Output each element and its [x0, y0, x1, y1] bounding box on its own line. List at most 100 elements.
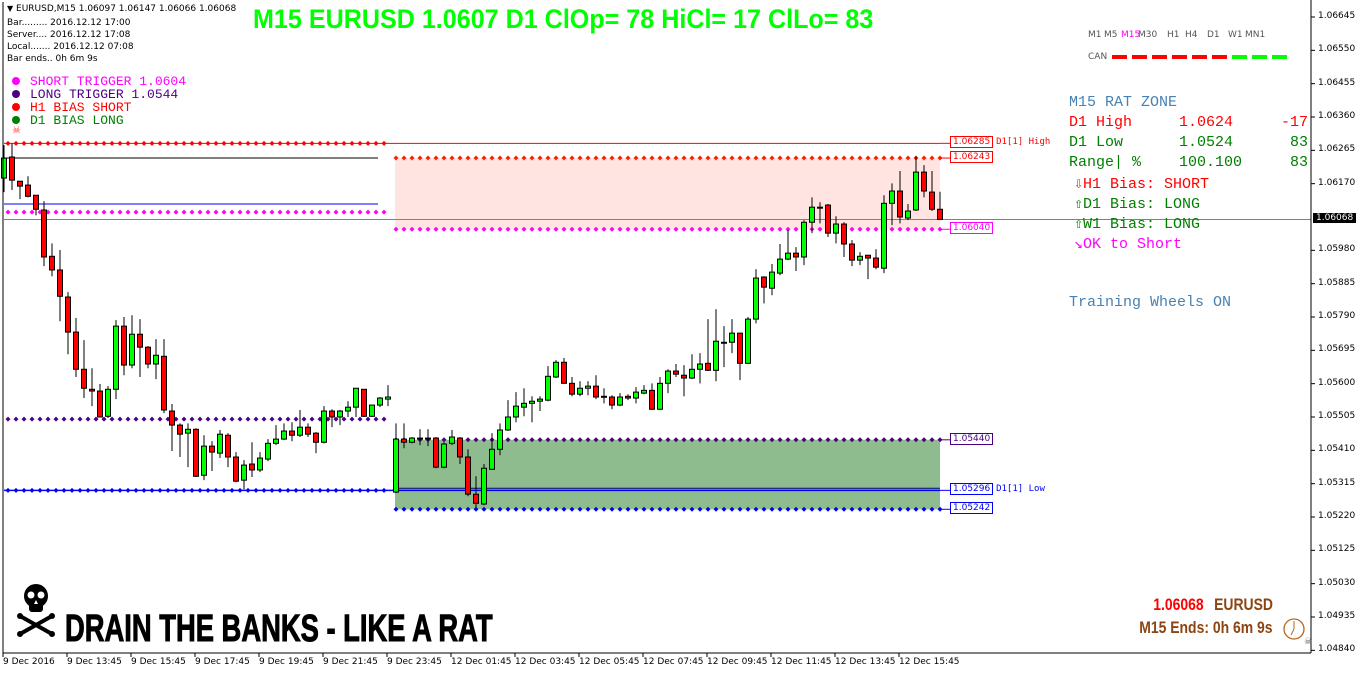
candle: [865, 254, 871, 280]
timeframe-m1[interactable]: M1: [1088, 30, 1102, 40]
candle: [873, 249, 879, 270]
candle-body-down: [9, 156, 15, 181]
candle-body-up: [785, 252, 791, 260]
collapse-triangle-icon[interactable]: ▼: [7, 4, 14, 13]
candle-body-down: [57, 269, 63, 297]
candle: [937, 191, 943, 221]
candle-body-down: [929, 191, 935, 210]
candle: [625, 394, 631, 401]
candle: [457, 437, 463, 465]
timeframe-d1[interactable]: D1: [1207, 30, 1220, 40]
candle: [561, 358, 567, 385]
y-axis-label: 1.06550: [1318, 44, 1356, 55]
candle: [537, 396, 543, 412]
y-axis-label: 1.05790: [1318, 311, 1356, 321]
candle-body-down: [873, 257, 879, 268]
candle: [545, 366, 551, 402]
candle-body-down: [793, 252, 799, 258]
candle-body-up: [857, 255, 863, 261]
can-segment: [1252, 55, 1267, 59]
candle-body-down: [33, 194, 39, 210]
candle-body-down: [145, 346, 151, 365]
candle-body-up: [697, 363, 703, 370]
candle-body-down: [625, 395, 631, 399]
candle: [929, 171, 935, 212]
legend-dot-icon: [12, 116, 20, 124]
candle: [617, 393, 623, 407]
candle-body-down: [225, 434, 231, 458]
panel-row-number: -17: [1280, 114, 1308, 131]
candle: [345, 401, 351, 418]
y-axis-label: 1.05410: [1318, 444, 1356, 455]
candle-body-up: [385, 396, 391, 400]
candle-body-down: [937, 208, 943, 220]
timeframe-m30[interactable]: M30: [1138, 30, 1158, 40]
candle-body-up: [537, 398, 543, 402]
timeframe-mn1[interactable]: MN1: [1245, 30, 1266, 40]
candle: [801, 220, 807, 266]
candle-body-down: [841, 223, 847, 245]
can-bias-bar: [1112, 55, 1287, 59]
can-segment: [1152, 55, 1167, 59]
panel-row-number: 83: [1289, 134, 1308, 151]
candle: [153, 339, 159, 380]
candle-body-up: [513, 405, 519, 418]
y-axis-label: 1.05220: [1318, 511, 1356, 521]
candle: [49, 243, 55, 277]
candle: [721, 326, 727, 368]
y-axis-label: 1.05980: [1318, 244, 1356, 255]
candle: [697, 353, 703, 384]
candle-body-down: [457, 437, 463, 458]
arrow-down-icon: ⇩: [1074, 176, 1084, 193]
timeframe-w1[interactable]: W1: [1228, 30, 1243, 40]
candle-body-down: [233, 456, 239, 482]
candle: [849, 240, 855, 267]
candle-body-up: [913, 171, 919, 211]
candle: [385, 385, 391, 407]
footer-symbol: EURUSD: [1214, 595, 1273, 614]
candle-body-up: [417, 437, 423, 440]
candle-body-down: [401, 438, 407, 443]
panel-row-label: D1 High: [1069, 114, 1133, 131]
panel-title: M15 RAT ZONE: [1069, 94, 1178, 111]
candle: [201, 435, 207, 481]
candle-body-down: [25, 184, 31, 197]
clock-icon: ☠: [1283, 618, 1312, 645]
price-label: 1.06243: [950, 151, 994, 164]
candle-body-up: [377, 397, 383, 406]
timeframe-m5[interactable]: M5: [1104, 30, 1118, 40]
y-axis-label: 1.05885: [1318, 277, 1356, 288]
price-label-box: 1.06285: [950, 136, 994, 149]
candle: [9, 143, 15, 190]
candle-body-down: [601, 395, 607, 398]
long-zone-bottom-dots: [393, 506, 943, 512]
timeframe-h1[interactable]: H1: [1167, 30, 1180, 40]
candle: [833, 216, 839, 244]
candle-body-down: [177, 424, 183, 435]
candle-body-up: [481, 467, 487, 505]
timeframe-h4[interactable]: H4: [1185, 30, 1198, 40]
panel-row-value: 1.0524: [1179, 134, 1234, 151]
candle-body-up: [497, 429, 503, 450]
candle: [169, 404, 175, 452]
candle: [329, 409, 335, 428]
candle: [265, 439, 271, 462]
bias-text: OK to Short: [1083, 236, 1183, 253]
bias-text: W1 Bias: LONG: [1083, 216, 1201, 233]
panel-row-label: Range| %: [1069, 154, 1142, 171]
x-axis-label: 9 Dec 23:45: [387, 657, 442, 667]
candle: [129, 315, 135, 369]
candle-body-up: [713, 340, 719, 371]
candle-body-down: [921, 171, 927, 192]
candle-body-up: [337, 410, 343, 418]
candle-body-up: [265, 442, 271, 460]
candle: [889, 183, 895, 226]
y-axis-label: 1.06170: [1318, 177, 1356, 188]
timeframe-m15[interactable]: M15: [1121, 30, 1141, 40]
legend-dot-icon: [12, 77, 20, 85]
candle: [137, 319, 143, 378]
candle: [657, 377, 663, 410]
candle: [905, 204, 911, 221]
y-axis-label: 1.05125: [1318, 544, 1356, 555]
